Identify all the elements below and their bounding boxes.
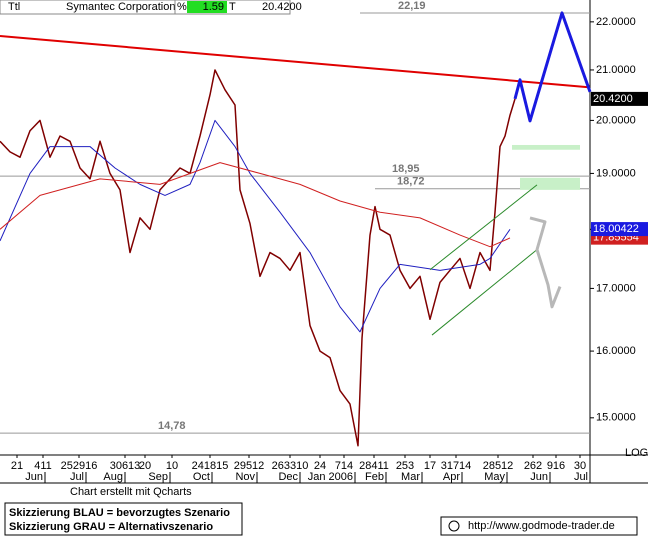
channel-line: [431, 249, 538, 336]
price-tag-label: 18.00422: [593, 223, 639, 235]
x-tick-label: 29512: [234, 460, 265, 472]
y-tick-label: 15.0000: [596, 412, 636, 424]
x-tick-label: 241815: [192, 460, 229, 472]
credit: Chart erstellt mit Qcharts: [70, 486, 192, 498]
target-zone: [512, 144, 580, 150]
y-tick-label: 16.0000: [596, 345, 636, 357]
price-tag: [591, 91, 648, 106]
y-tick-label: 19.0000: [596, 167, 636, 179]
x-tick-label: 714: [335, 460, 353, 472]
y-tick-label: 21.0000: [596, 64, 636, 76]
month-label: Jun: [530, 471, 548, 483]
y-tick-label: 20.0000: [596, 114, 636, 126]
x-tick-label: 21: [11, 460, 23, 472]
x-tick-label: 263310: [272, 460, 309, 472]
price-tag: [591, 222, 648, 237]
url-box: [440, 516, 638, 536]
x-tick-label: 10: [166, 460, 178, 472]
month-label: May: [484, 471, 505, 483]
month-label: Dec: [278, 471, 298, 483]
price-tag-label: 20.4200: [593, 93, 633, 105]
legend-blue: Skizzierung BLAU = bevorzugtes Szenario: [9, 507, 230, 519]
target-zone: [520, 177, 580, 190]
change-box: [187, 1, 227, 13]
month-label: Jun: [25, 471, 43, 483]
x-tick-label: 30: [574, 460, 586, 472]
header: Ttl Symantec Corporation % 1.59 T 20.420…: [0, 0, 302, 15]
level-label: 22,19: [398, 0, 426, 12]
level-label: 18,72: [397, 176, 425, 188]
legend-gray: Skizzierung GRAU = Alternativszenario: [9, 521, 213, 533]
month-label: Jan 2006: [308, 471, 353, 483]
change: 1.59: [203, 1, 224, 13]
x-tick-label: 17: [424, 460, 436, 472]
pct-label: %: [177, 1, 187, 13]
scenario-blue: [513, 11, 592, 123]
scale-label: LOG: [625, 447, 648, 459]
y-tick-label: 22.0000: [596, 16, 636, 28]
moving-average: [0, 162, 511, 248]
x-tick-label: 31714: [441, 460, 472, 472]
last-price: 20.4200: [262, 1, 302, 13]
x-tick-label: 24: [314, 460, 326, 472]
x-tick-label: 30613: [110, 460, 141, 472]
x-tick-label: 262: [524, 460, 542, 472]
x-tick-label: 28411: [359, 460, 389, 472]
x-tick-label: 28512: [483, 460, 514, 472]
x-tick-label: 411: [34, 460, 52, 472]
month-label: Oct: [193, 471, 210, 483]
level-label: 14,78: [158, 420, 186, 432]
moving-average: [0, 119, 511, 333]
copyright-icon: [448, 520, 460, 532]
month-label: Apr: [443, 471, 460, 483]
month-label: Jul: [574, 471, 588, 483]
symbol: Ttl: [8, 1, 20, 13]
channel-line: [429, 184, 538, 271]
t-label: T: [229, 1, 236, 13]
scenario-gray: [529, 216, 562, 309]
month-label: Feb: [365, 471, 384, 483]
legend-box: [4, 502, 243, 536]
x-tick-label: 252916: [61, 460, 98, 472]
month-label: Jul: [70, 471, 84, 483]
x-tick-label: 916: [547, 460, 565, 472]
x-tick-label: 20: [139, 460, 151, 472]
month-label: Nov: [235, 471, 255, 483]
month-label: Mar: [401, 471, 420, 483]
x-tick-label: 253: [396, 460, 414, 472]
price-line: [0, 69, 516, 447]
company: Symantec Corporation: [66, 1, 175, 13]
url[interactable]: http://www.godmode-trader.de: [468, 520, 615, 532]
month-label: Sep: [148, 471, 168, 483]
trend-line: [0, 35, 591, 89]
y-tick-label: 17.0000: [596, 282, 636, 294]
month-label: Aug: [103, 471, 123, 483]
level-label: 18,95: [392, 163, 420, 175]
plot-area: 15.000016.000017.000018.000019.000020.00…: [0, 0, 648, 484]
